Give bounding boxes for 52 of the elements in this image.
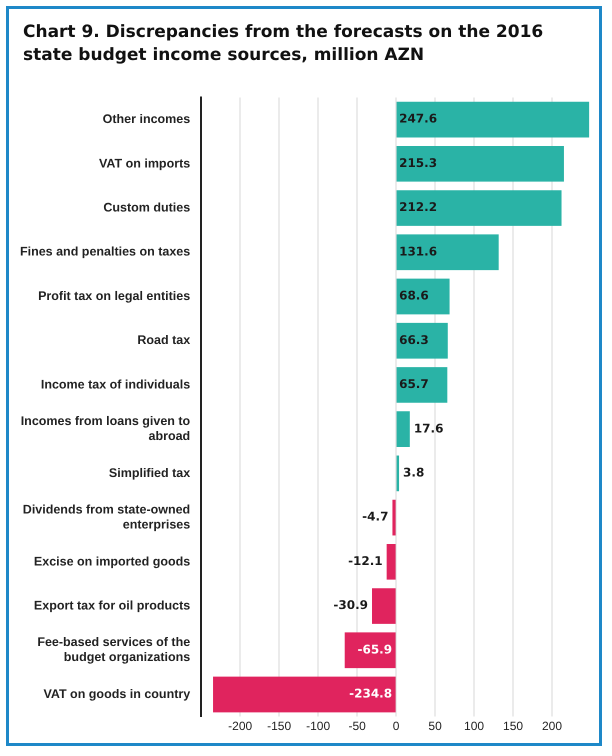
bar [396, 278, 450, 314]
bar [344, 632, 396, 668]
y-tick-label: Road tax [137, 333, 190, 348]
y-tick-label: VAT on imports [98, 156, 190, 170]
chart-title: Chart 9. Discrepancies from the forecasts on the 2016 state budget income sources, million AZN [23, 21, 544, 67]
x-tick-label: -200 [228, 719, 252, 734]
bar [396, 234, 499, 270]
bar [213, 676, 396, 712]
data-label: -65.9 [358, 642, 392, 656]
bar [392, 500, 396, 536]
x-tick-label: 50 [428, 719, 442, 734]
y-tick-label: Profit tax on legal entities [38, 288, 190, 303]
y-tick-label: VAT on goods in country [43, 686, 190, 701]
data-label: 66.3 [399, 332, 429, 347]
data-label: 131.6 [399, 244, 438, 258]
x-tick-label: 200 [542, 719, 562, 734]
y-tick-label: Simplified tax [108, 466, 190, 480]
bar [386, 544, 396, 580]
y-tick-label: Dividends from state-owned enterprises [22, 502, 190, 532]
data-label: 68.6 [399, 288, 429, 303]
y-tick-label: Excise on imported goods [34, 554, 190, 568]
data-label: 65.7 [399, 377, 429, 392]
bar [396, 190, 562, 226]
y-tick-label: Incomes from loans given to abroad [20, 414, 191, 444]
bar [396, 146, 564, 182]
x-tick-label: -50 [348, 719, 366, 734]
bar [396, 102, 590, 138]
data-label: 3.8 [403, 466, 424, 480]
x-tick-label: -150 [267, 719, 292, 734]
data-label: -30.9 [333, 598, 368, 612]
y-tick-label: Fee-based services of the budget organizations [37, 635, 190, 664]
y-tick-label: Custom duties [103, 200, 190, 215]
data-label: 212.2 [399, 200, 438, 214]
y-tick-label: Other incomes [102, 112, 190, 126]
data-label: -4.7 [362, 510, 388, 524]
y-tick-label: Income tax of individuals [40, 377, 190, 392]
x-tick-label: 150 [503, 719, 524, 734]
data-label: -12.1 [348, 554, 383, 568]
y-tick-label: Fines and penalties on taxes [20, 244, 190, 259]
data-label: 215.3 [399, 156, 438, 170]
bar [372, 588, 396, 624]
x-tick-label: 100 [464, 719, 484, 734]
bar [396, 411, 410, 448]
data-label: 247.6 [399, 112, 438, 126]
data-label: 17.6 [414, 421, 444, 436]
x-tick-label: 0 [392, 719, 400, 734]
bar [396, 456, 400, 492]
bar [396, 367, 448, 403]
bar [396, 322, 448, 359]
data-label: -234.8 [349, 686, 392, 701]
x-tick-label: -100 [306, 719, 330, 734]
y-tick-label: Export tax for oil products [34, 598, 190, 612]
